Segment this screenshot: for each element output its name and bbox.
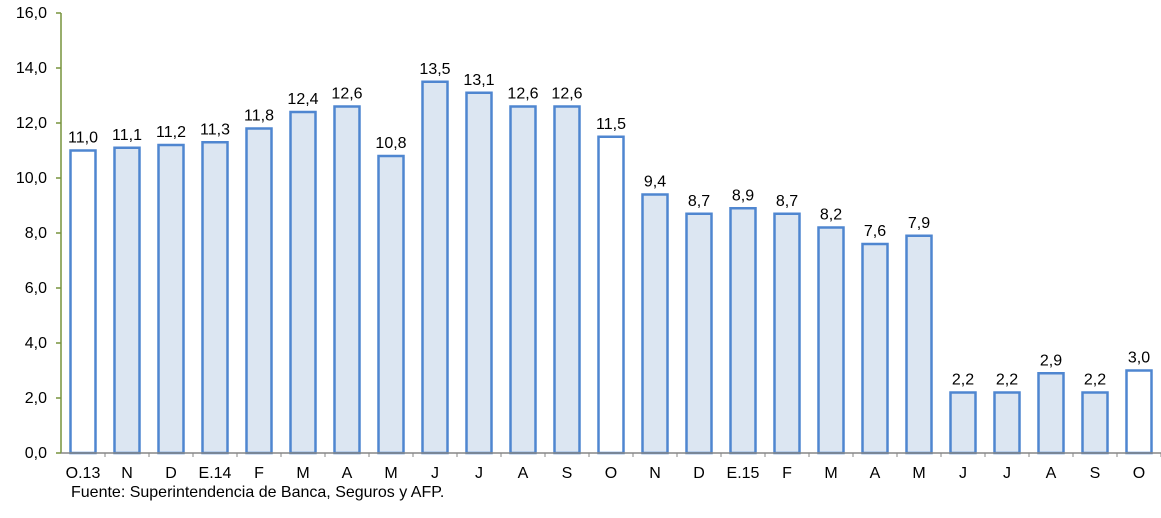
data-label: 2,2 bbox=[996, 372, 1018, 389]
data-label: 2,9 bbox=[1040, 352, 1062, 369]
x-tick-label: A bbox=[342, 465, 353, 482]
data-label: 8,7 bbox=[688, 193, 710, 210]
bar bbox=[949, 391, 977, 455]
y-axis: 0,0 2,0 4,0 6,0 8,0 10,0 12,0 14,0 16,0 bbox=[16, 5, 62, 462]
y-tick-label: 10,0 bbox=[16, 170, 47, 187]
data-label: 11,0 bbox=[68, 130, 98, 147]
x-tick-label: M bbox=[296, 465, 309, 482]
bar bbox=[113, 146, 141, 455]
bar bbox=[333, 105, 361, 455]
data-label: 7,9 bbox=[908, 215, 930, 232]
bar bbox=[421, 80, 449, 455]
data-label: 2,2 bbox=[1084, 372, 1106, 389]
x-tick-label: J bbox=[431, 465, 439, 482]
data-label: 11,8 bbox=[244, 108, 274, 125]
bar bbox=[465, 91, 493, 455]
bar bbox=[157, 143, 185, 455]
x-tick-label: J bbox=[959, 465, 967, 482]
data-label: 11,5 bbox=[596, 116, 626, 133]
bar bbox=[69, 149, 97, 455]
y-tick-label: 2,0 bbox=[25, 390, 47, 407]
x-tick-label: E.14 bbox=[199, 465, 232, 482]
y-tick-label: 14,0 bbox=[16, 60, 47, 77]
x-tick-label: D bbox=[165, 465, 177, 482]
data-label: 2,2 bbox=[952, 372, 974, 389]
bar bbox=[729, 207, 757, 455]
data-label: 13,1 bbox=[463, 72, 494, 89]
x-tick-label: M bbox=[384, 465, 397, 482]
x-tick-label: E.15 bbox=[727, 465, 760, 482]
bar bbox=[817, 226, 845, 455]
bar bbox=[861, 242, 889, 455]
x-tick-label: A bbox=[518, 465, 529, 482]
bar bbox=[509, 105, 537, 455]
x-tick-label: O bbox=[605, 465, 617, 482]
data-label: 11,2 bbox=[156, 124, 186, 141]
bar bbox=[1081, 391, 1109, 455]
x-tick-label: M bbox=[912, 465, 925, 482]
bar bbox=[773, 212, 801, 455]
x-tick-label: S bbox=[1090, 465, 1101, 482]
y-tick-label: 8,0 bbox=[25, 225, 47, 242]
bar bbox=[201, 141, 229, 455]
source-note: Fuente: Superintendencia de Banca, Segur… bbox=[71, 484, 445, 501]
bar bbox=[597, 135, 625, 455]
x-tick-label: O bbox=[1133, 465, 1145, 482]
x-axis: O.13 N D E.14 F M A M J J A S O N D E.15 F M A M J J A S O bbox=[61, 452, 1161, 482]
x-tick-label: A bbox=[1046, 465, 1057, 482]
bar bbox=[553, 105, 581, 455]
data-label: 12,4 bbox=[287, 91, 318, 108]
x-tick-label: J bbox=[475, 465, 483, 482]
x-tick-label: A bbox=[870, 465, 881, 482]
bar bbox=[685, 212, 713, 455]
data-label: 12,6 bbox=[507, 86, 538, 103]
x-tick-label: D bbox=[693, 465, 705, 482]
data-label: 3,0 bbox=[1128, 350, 1150, 367]
x-tick-label: N bbox=[649, 465, 661, 482]
bar bbox=[1125, 369, 1153, 455]
bar bbox=[289, 110, 317, 455]
bar bbox=[905, 234, 933, 455]
data-label: 8,9 bbox=[732, 187, 754, 204]
x-tick-label: N bbox=[121, 465, 133, 482]
data-label: 12,6 bbox=[551, 86, 582, 103]
x-tick-label: M bbox=[824, 465, 837, 482]
y-tick-label: 16,0 bbox=[16, 5, 47, 22]
data-labels: 11,0 11,1 11,2 11,3 11,8 12,4 12,6 10,8 13,5 13,1… bbox=[68, 61, 1150, 389]
data-label: 7,6 bbox=[864, 223, 886, 240]
data-label: 11,1 bbox=[112, 127, 142, 144]
bar bbox=[377, 154, 405, 455]
bar bbox=[1037, 372, 1065, 455]
data-label: 10,8 bbox=[375, 135, 406, 152]
x-tick-label: O.13 bbox=[66, 465, 101, 482]
bar bbox=[245, 127, 273, 455]
data-label: 8,2 bbox=[820, 207, 842, 224]
data-label: 12,6 bbox=[331, 86, 362, 103]
data-label: 9,4 bbox=[644, 174, 666, 191]
x-tick-label: S bbox=[562, 465, 573, 482]
data-label: 11,3 bbox=[200, 121, 230, 138]
y-tick-label: 12,0 bbox=[16, 115, 47, 132]
data-label: 13,5 bbox=[419, 61, 450, 78]
x-tick-label: F bbox=[782, 465, 792, 482]
y-tick-label: 6,0 bbox=[25, 280, 47, 297]
x-tick-label: J bbox=[1003, 465, 1011, 482]
bar bbox=[993, 391, 1021, 455]
data-label: 8,7 bbox=[776, 193, 798, 210]
bar bbox=[641, 193, 669, 455]
y-tick-label: 0,0 bbox=[25, 445, 47, 462]
bars bbox=[69, 80, 1153, 455]
y-tick-label: 4,0 bbox=[25, 335, 47, 352]
x-tick-label: F bbox=[254, 465, 264, 482]
